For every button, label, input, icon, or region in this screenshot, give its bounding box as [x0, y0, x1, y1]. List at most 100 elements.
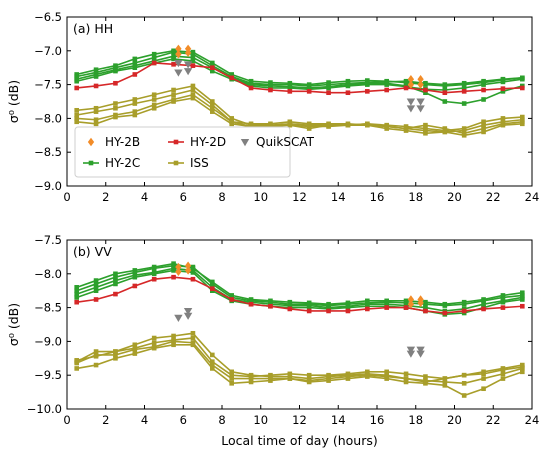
data-point-hy-2c [190, 266, 196, 271]
legend-label: HY-2D [190, 135, 226, 149]
data-point-iss [403, 379, 409, 385]
x-tick-label: 24 [525, 190, 540, 204]
data-point-hy-2b [175, 49, 182, 59]
x-tick-label: 20 [447, 190, 462, 204]
x-tick-label: 8 [218, 413, 225, 427]
data-point-hy-2c [442, 83, 448, 89]
data-point-hy-2c [306, 82, 312, 87]
data-point-iss [481, 126, 486, 131]
data-point-hy-2d [403, 85, 409, 91]
hh-series-layer [74, 44, 525, 138]
x-tick-label: 24 [525, 413, 540, 427]
data-point-hy-2d [461, 89, 467, 94]
data-point-hy-2d [481, 87, 486, 93]
data-point-hy-2d [151, 276, 157, 282]
data-point-iss [132, 351, 138, 356]
data-point-iss [171, 342, 176, 348]
x-tick-label: 4 [141, 413, 148, 427]
data-point-hy-2c [210, 279, 215, 285]
data-point-iss [132, 347, 138, 352]
x-tick-label: 2 [102, 413, 109, 427]
data-point-iss [365, 374, 370, 379]
data-point-iss [190, 342, 196, 348]
data-point-hy-2c [287, 299, 293, 305]
data-point-iss [151, 335, 157, 341]
data-point-hy-2d [345, 90, 351, 96]
data-point-hy-2c [326, 80, 331, 85]
data-point-hy-2c [365, 298, 370, 304]
legend-label: QuikSCAT [256, 135, 315, 149]
data-point-iss [461, 393, 467, 398]
series-line-hy-2d [76, 62, 523, 94]
series-line-iss [76, 93, 523, 135]
data-point-hy-2b [417, 74, 424, 84]
data-point-hy-2d [520, 85, 525, 91]
legend-item-hy-2d: HY-2D [168, 135, 226, 149]
data-point-hy-2c [461, 299, 467, 305]
data-point-hy-2b [175, 267, 182, 276]
data-point-hy-2c [345, 83, 351, 89]
data-point-hy-2c [481, 297, 486, 302]
series-line-iss [76, 332, 523, 383]
data-point-iss [403, 376, 409, 381]
data-point-hy-2d [190, 276, 196, 282]
data-point-hy-2d [93, 297, 99, 302]
data-point-iss [132, 101, 138, 106]
data-point-iss [403, 128, 409, 133]
data-point-iss [229, 121, 234, 127]
x-tick-label: 22 [486, 413, 501, 427]
data-point-hy-2c [306, 305, 312, 310]
data-point-hy-2c [442, 99, 448, 104]
data-point-iss [423, 128, 428, 133]
y-tick-label: −9.0 [34, 334, 62, 348]
data-point-iss [151, 97, 157, 102]
data-point-hy-2b [417, 298, 424, 308]
data-point-iss [461, 372, 467, 378]
data-point-iss [171, 333, 176, 339]
hh-panel-label: (a) HH [73, 21, 113, 36]
data-point-iss [190, 92, 196, 98]
legend-label: HY-2C [105, 156, 140, 170]
data-point-iss [520, 114, 525, 120]
data-point-iss [93, 109, 99, 114]
data-point-hy-2d [306, 89, 312, 94]
data-point-hy-2c [113, 274, 118, 280]
data-point-iss [151, 345, 157, 351]
data-point-hy-2d [210, 286, 215, 291]
data-point-hy-2c [113, 278, 118, 283]
data-point-iss [93, 352, 99, 358]
data-point-quikscat [406, 98, 416, 106]
data-point-hy-2c [190, 49, 196, 55]
data-point-quikscat [406, 105, 416, 113]
data-point-hy-2d [500, 305, 506, 310]
data-point-iss [229, 381, 234, 386]
data-point-iss [229, 376, 234, 381]
data-point-iss [132, 342, 138, 348]
x-tick-label: 8 [218, 190, 225, 204]
legend-frame [74, 126, 291, 178]
data-point-iss [481, 376, 486, 381]
data-point-hy-2c [74, 285, 79, 290]
data-point-hy-2c [461, 82, 467, 87]
data-point-iss [74, 112, 79, 118]
data-point-quikscat [183, 312, 193, 320]
series-line-hy-2c [76, 49, 523, 87]
series-line-hy-2c [76, 51, 523, 87]
series-line-hy-2c [76, 269, 523, 316]
data-point-hy-2b [184, 266, 192, 275]
data-point-hy-2c [113, 281, 118, 287]
y-tick-label: −7.5 [34, 233, 62, 247]
data-point-hy-2d [500, 86, 506, 91]
data-point-hy-2d [384, 305, 389, 310]
data-point-iss [442, 379, 448, 385]
data-point-iss [93, 105, 99, 111]
data-point-hy-2c [151, 55, 157, 60]
legend-item-iss: ISS [168, 156, 209, 170]
data-point-hy-2c [248, 78, 254, 84]
data-point-iss [132, 109, 138, 114]
data-point-hy-2c [151, 51, 157, 57]
data-point-quikscat [406, 350, 416, 358]
panel-hh: 0 2 4 6 8 10 12 14 16 18 20 22 24−9.0−8.5−8.0−7.5−7.… [6, 10, 539, 204]
data-point-quikscat [183, 68, 193, 76]
data-point-iss [151, 105, 157, 111]
